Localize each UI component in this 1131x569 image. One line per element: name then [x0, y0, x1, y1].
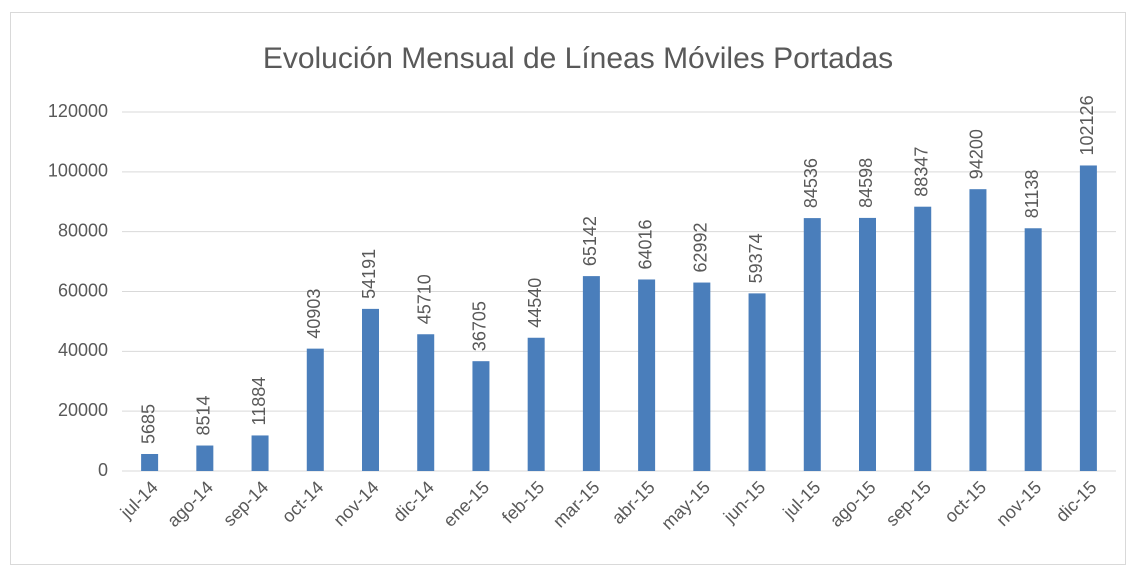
data-label: 45710: [414, 274, 434, 324]
y-tick-label: 0: [98, 460, 108, 480]
data-label: 84598: [856, 158, 876, 208]
bar: [196, 445, 214, 471]
bar: [527, 337, 545, 471]
data-label: 88347: [911, 147, 931, 197]
bar: [1079, 165, 1097, 471]
data-label: 102126: [1077, 95, 1097, 155]
bar: [914, 206, 932, 471]
data-label: 64016: [635, 219, 655, 269]
data-label: 8514: [194, 395, 214, 435]
chart-border: [10, 12, 1126, 565]
bar: [748, 293, 766, 471]
bar: [969, 189, 987, 471]
y-tick-label: 40000: [58, 340, 108, 360]
data-label: 65142: [580, 216, 600, 266]
y-tick-label: 20000: [58, 400, 108, 420]
data-label: 36705: [470, 301, 490, 351]
bar: [1024, 228, 1042, 471]
data-label: 54191: [359, 249, 379, 299]
bar: [859, 217, 876, 471]
bar: [251, 435, 269, 471]
bar: [306, 348, 324, 471]
chart-title: Evolución Mensual de Líneas Móviles Port…: [263, 42, 893, 75]
y-tick-label: 60000: [58, 280, 108, 300]
data-label: 94200: [967, 129, 987, 179]
data-label: 40903: [304, 289, 324, 339]
bar: [141, 453, 159, 471]
y-tick-label: 120000: [48, 101, 108, 121]
y-tick-label: 80000: [58, 220, 108, 240]
data-label: 44540: [525, 278, 545, 328]
data-label: 59374: [746, 233, 766, 283]
bar: [362, 308, 379, 471]
data-label: 62992: [691, 222, 711, 272]
y-tick-label: 100000: [48, 161, 108, 181]
bar: [693, 282, 711, 471]
bar: [582, 276, 600, 471]
data-label: 84536: [801, 158, 821, 208]
bar: [472, 361, 490, 471]
bar: [638, 279, 656, 471]
bar: [803, 218, 821, 471]
data-label: 5685: [138, 404, 158, 444]
data-label: 81138: [1022, 170, 1042, 219]
bar: [417, 334, 435, 471]
data-label: 11884: [249, 377, 269, 426]
